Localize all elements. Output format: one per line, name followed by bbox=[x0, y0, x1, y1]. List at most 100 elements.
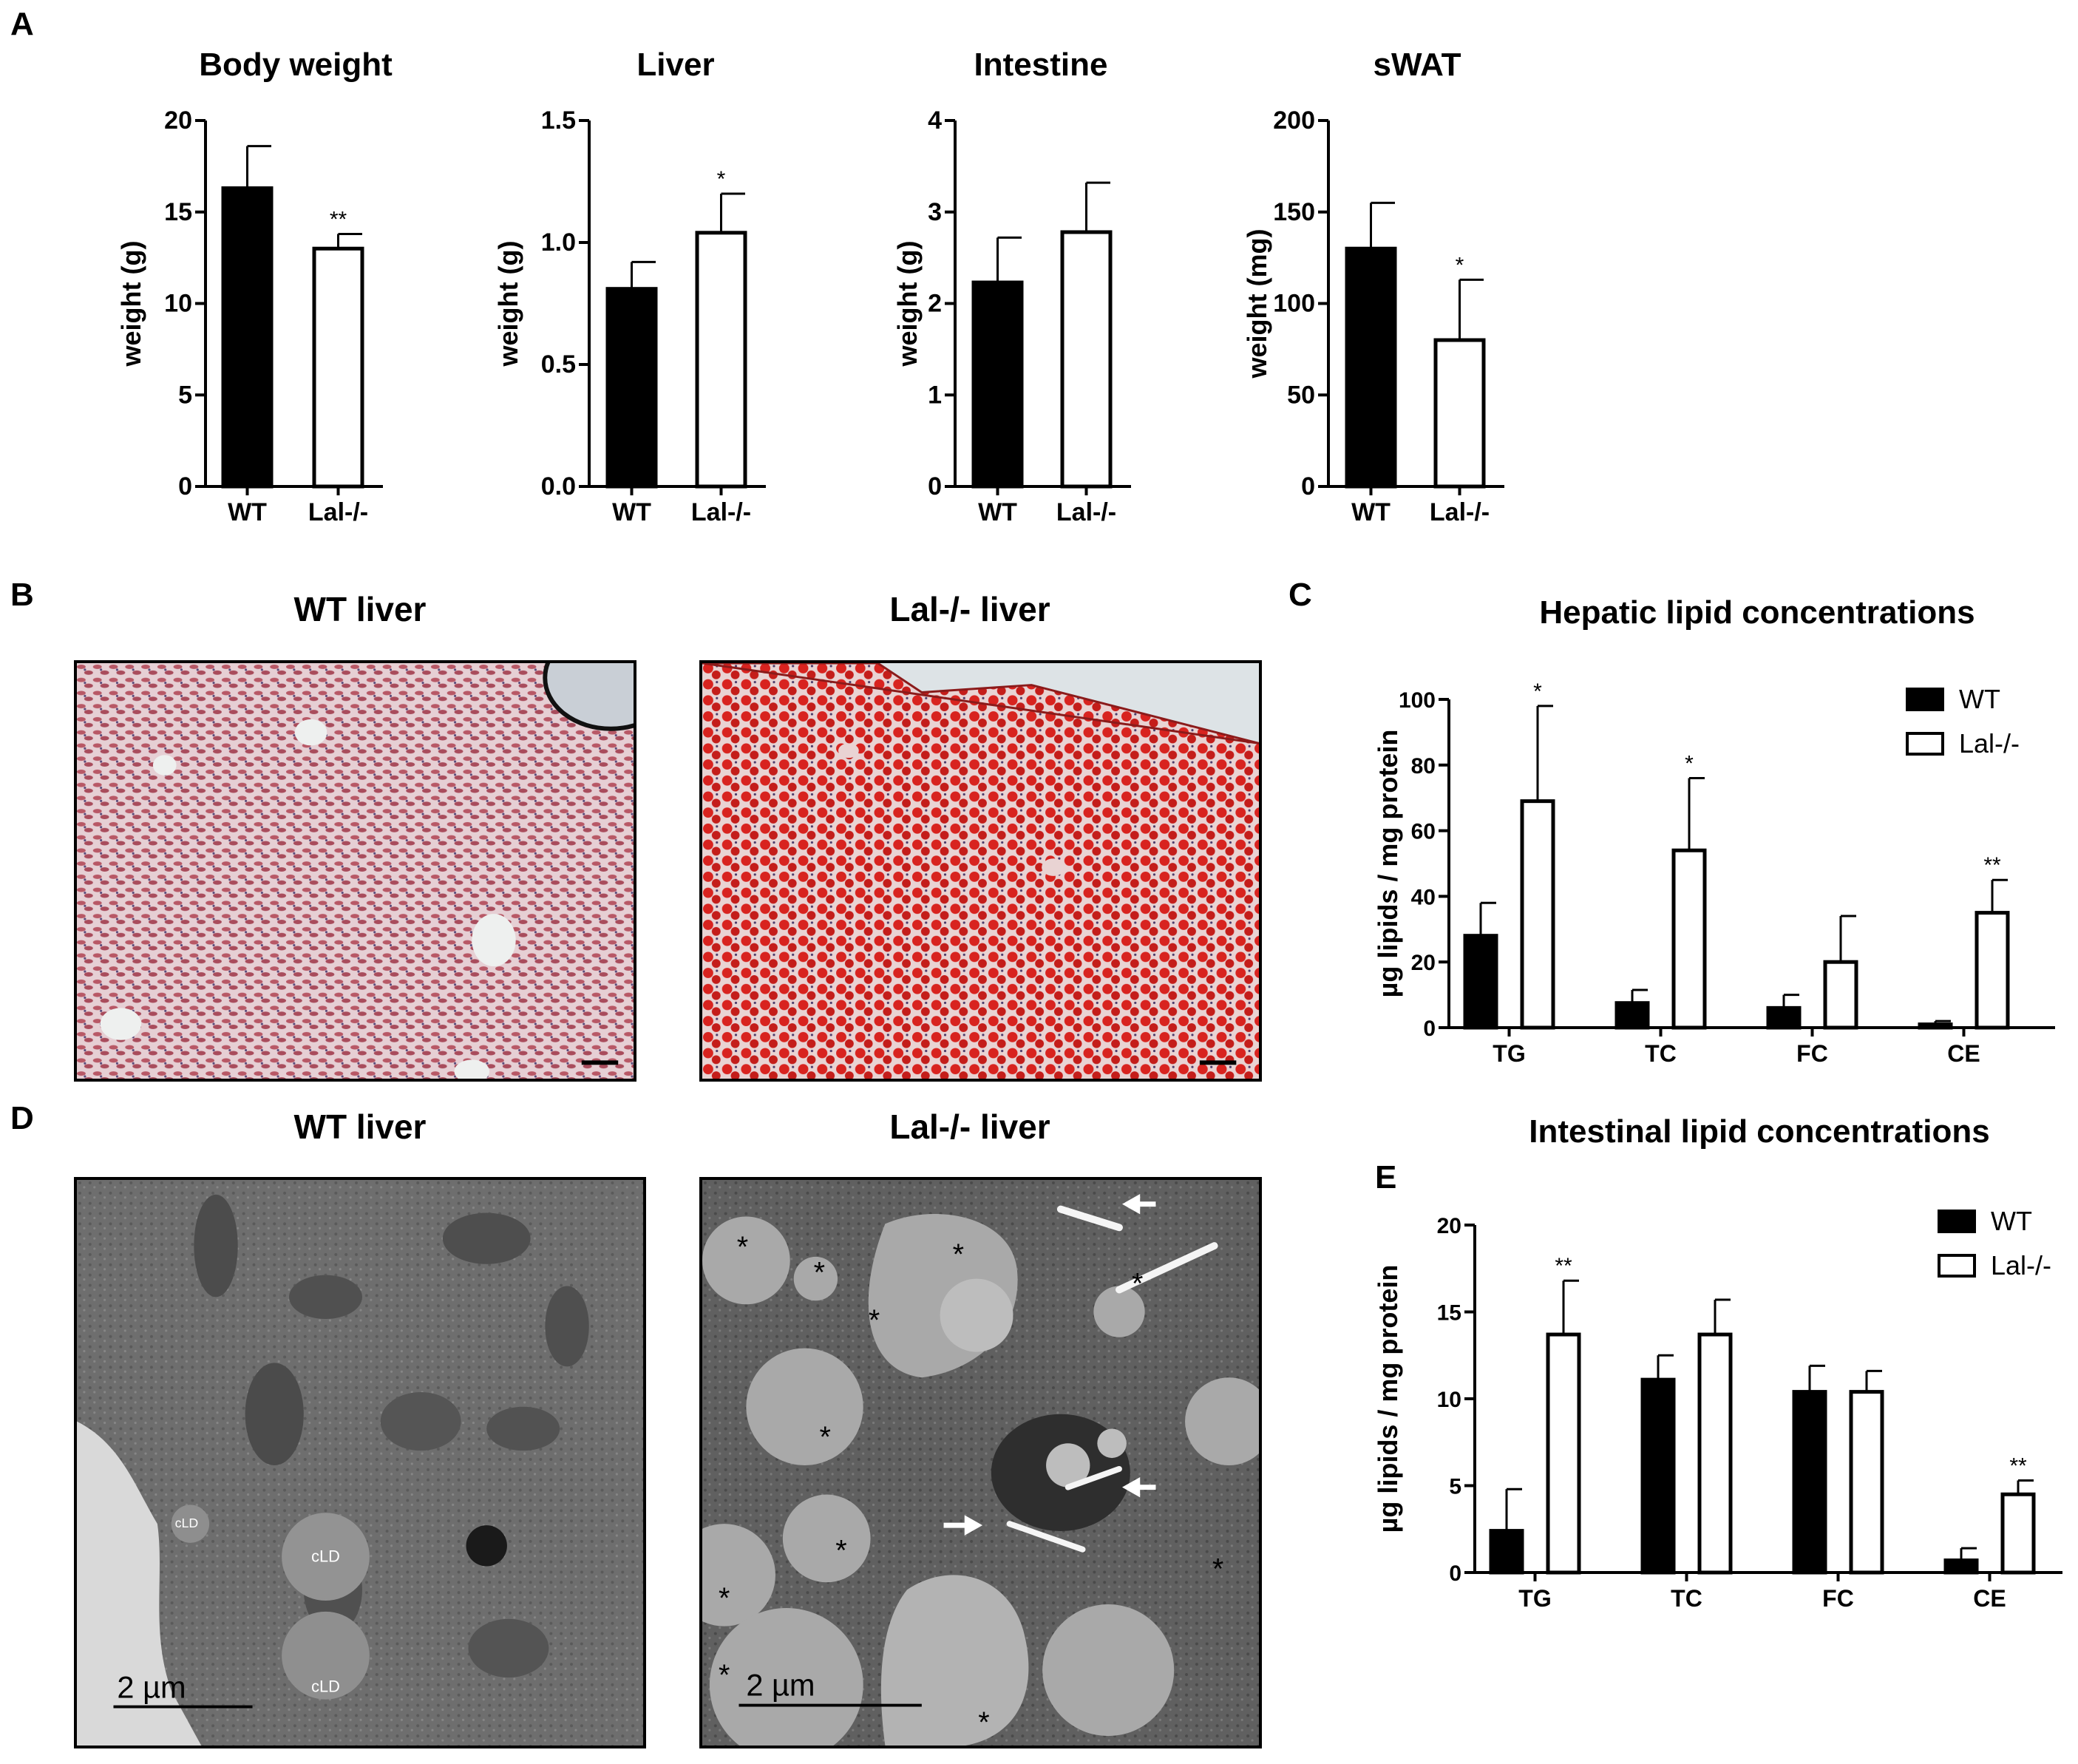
intestine-weight-xtick-label: WT bbox=[978, 498, 1017, 526]
body-weight-ytick-label: 15 bbox=[164, 198, 192, 226]
intestinal-lipids-CE-bar-1-significance: ** bbox=[2009, 1453, 2027, 1478]
intestinal-lipids-CE-bar-0 bbox=[1943, 1558, 1979, 1575]
body-weight-ytick-label: 0 bbox=[178, 472, 192, 501]
intestinal-lipids-TG-bar-1 bbox=[1546, 1332, 1581, 1575]
intestine-weight-bar-1 bbox=[1060, 230, 1113, 489]
intestine-weight-ytick-label: 4 bbox=[928, 106, 942, 135]
hepatic-lipids-CE-bar-1 bbox=[1975, 911, 2010, 1030]
panel-letter-a: A bbox=[10, 6, 34, 42]
body-weight-ytick-label: 5 bbox=[178, 381, 192, 409]
intestine-weight-ytick-label: 0 bbox=[928, 472, 942, 501]
swat-weight-bar-0 bbox=[1345, 246, 1397, 489]
panel-letter-c: C bbox=[1288, 577, 1312, 613]
body-weight-title: Body weight bbox=[199, 47, 393, 83]
hepatic-lipids-CE-bar-0 bbox=[1918, 1022, 1953, 1030]
hepatic-lipids-ytick-label: 100 bbox=[1399, 688, 1436, 713]
d-wt-liver-title: WT liver bbox=[293, 1107, 427, 1146]
intestinal-lipids-ylabel: µg lipids / mg protein bbox=[1373, 1265, 1403, 1533]
intestinal-lipids-FC-bar-1 bbox=[1849, 1390, 1884, 1575]
hepatic-lipids-ytick-label: 60 bbox=[1411, 820, 1436, 844]
liver-weight-bar-1-significance: * bbox=[717, 167, 726, 191]
body-weight-xtick-label: Lal-/- bbox=[308, 498, 368, 526]
body-weight-ylabel: weight (g) bbox=[116, 241, 146, 367]
body-weight-ytick-label: 20 bbox=[164, 106, 192, 135]
b-wt-liver-micrograph bbox=[74, 660, 636, 1082]
svg-text:*: * bbox=[737, 1231, 748, 1263]
body-weight-bar-1-significance: ** bbox=[330, 207, 347, 231]
intestinal-lipids-CE-bar-1 bbox=[2000, 1492, 2036, 1575]
panel-letter-b: B bbox=[10, 577, 34, 613]
hepatic-lipids-legend-label-1: Lal-/- bbox=[1959, 728, 2020, 759]
swat-weight-ytick-label: 150 bbox=[1273, 198, 1315, 226]
hepatic-lipids-legend-swatch-0 bbox=[1906, 688, 1944, 711]
intestine-weight-xtick-label: Lal-/- bbox=[1056, 498, 1116, 526]
hepatic-lipids-FC-bar-1 bbox=[1823, 960, 1858, 1030]
hepatic-lipids-TC-bar-1-significance: * bbox=[1685, 752, 1694, 776]
intestinal-lipids-TC-bar-0 bbox=[1640, 1377, 1676, 1575]
intestinal-lipids-FC-bar-0 bbox=[1792, 1390, 1827, 1575]
d-wt-cld-label-1: cLD bbox=[175, 1516, 199, 1530]
svg-text:*: * bbox=[869, 1304, 880, 1337]
hepatic-lipids-legend-swatch-1 bbox=[1906, 732, 1944, 756]
d-wt-cld-label-3: cLD bbox=[311, 1678, 340, 1696]
b-ko-liver-title: Lal-/- liver bbox=[889, 590, 1050, 628]
svg-text:*: * bbox=[820, 1421, 831, 1453]
svg-text:*: * bbox=[1132, 1267, 1143, 1300]
liver-weight-ytick-label: 0.0 bbox=[541, 472, 576, 501]
d-ko-lipid-droplet-markers: * * * * * * * * * * * bbox=[719, 1231, 1223, 1739]
hepatic-lipids-CE-bar-1-significance: ** bbox=[1983, 853, 2001, 878]
swat-weight-xtick-label: Lal-/- bbox=[1430, 498, 1490, 526]
hepatic-lipids-xtick-label: CE bbox=[1947, 1040, 1980, 1067]
liver-weight-bar-1 bbox=[695, 231, 747, 489]
hepatic-lipids-TG-bar-0 bbox=[1463, 934, 1498, 1030]
swat-weight-ytick-label: 0 bbox=[1301, 472, 1315, 501]
intestinal-lipids-legend-swatch-1 bbox=[1938, 1254, 1976, 1278]
hepatic-lipids-ytick-label: 40 bbox=[1411, 885, 1436, 909]
body-weight-ytick-label: 10 bbox=[164, 290, 192, 318]
liver-weight-xtick-label: WT bbox=[612, 498, 651, 526]
hepatic-lipids-ylabel: µg lipids / mg protein bbox=[1373, 730, 1403, 998]
intestine-weight-title: Intestine bbox=[974, 47, 1108, 83]
d-wt-scale-label: 2 µm bbox=[117, 1670, 186, 1705]
svg-text:*: * bbox=[1212, 1553, 1223, 1585]
d-wt-liver-electron-micrograph: cLD cLD cLD 2 µm bbox=[74, 1177, 646, 1748]
svg-text:*: * bbox=[835, 1535, 846, 1567]
liver-weight-ytick-label: 1.0 bbox=[541, 228, 576, 257]
hepatic-lipids-TC-bar-1 bbox=[1671, 848, 1707, 1030]
hepatic-lipids-xtick-label: TC bbox=[1645, 1040, 1677, 1067]
svg-text:*: * bbox=[814, 1257, 825, 1289]
svg-text:*: * bbox=[719, 1659, 730, 1692]
liver-weight-ytick-label: 1.5 bbox=[541, 106, 576, 135]
body-weight-bar-0 bbox=[221, 186, 274, 489]
hepatic-lipids-xtick-label: TG bbox=[1493, 1040, 1525, 1067]
swat-weight-ytick-label: 100 bbox=[1273, 290, 1315, 318]
intestinal-lipids-xtick-label: FC bbox=[1822, 1585, 1854, 1612]
body-weight-xtick-label: WT bbox=[228, 498, 267, 526]
swat-weight-xtick-label: WT bbox=[1351, 498, 1391, 526]
hepatic-lipids-TG-bar-1-significance: * bbox=[1533, 679, 1542, 704]
intestinal-lipids-title: Intestinal lipid concentrations bbox=[1529, 1113, 1989, 1150]
d-ko-liver-electron-micrograph: * * * * * * * * * * * 2 µm bbox=[699, 1177, 1262, 1748]
intestinal-lipids-TC-bar-1 bbox=[1697, 1332, 1733, 1575]
liver-weight-xtick-label: Lal-/- bbox=[691, 498, 751, 526]
intestinal-lipids-xtick-label: CE bbox=[1973, 1585, 2006, 1612]
intestinal-lipids-TG-bar-1-significance: ** bbox=[1555, 1254, 1572, 1278]
d-wt-cld-label-2: cLD bbox=[311, 1547, 340, 1566]
intestinal-lipids-xtick-label: TC bbox=[1671, 1585, 1702, 1612]
intestinal-lipids-legend-label-0: WT bbox=[1991, 1206, 2032, 1236]
swat-weight-ylabel: weight (mg) bbox=[1242, 229, 1272, 379]
swat-weight-ytick-label: 200 bbox=[1273, 106, 1315, 135]
swat-weight-title: sWAT bbox=[1374, 47, 1461, 83]
swat-weight-ytick-label: 50 bbox=[1287, 381, 1315, 409]
intestinal-lipids-ytick-label: 0 bbox=[1449, 1561, 1461, 1586]
intestine-weight-bar-0 bbox=[971, 280, 1024, 489]
intestinal-lipids-xtick-label: TG bbox=[1518, 1585, 1551, 1612]
body-weight-bar-1 bbox=[312, 246, 364, 489]
swat-weight-bar-1 bbox=[1433, 338, 1486, 489]
liver-weight-bar-0 bbox=[605, 287, 658, 489]
hepatic-lipids-ytick-label: 80 bbox=[1411, 754, 1436, 778]
hepatic-lipids-ytick-label: 20 bbox=[1411, 951, 1436, 975]
liver-weight-title: Liver bbox=[636, 47, 714, 83]
intestine-weight-ytick-label: 1 bbox=[928, 381, 942, 409]
b-wt-liver-title: WT liver bbox=[293, 590, 427, 628]
